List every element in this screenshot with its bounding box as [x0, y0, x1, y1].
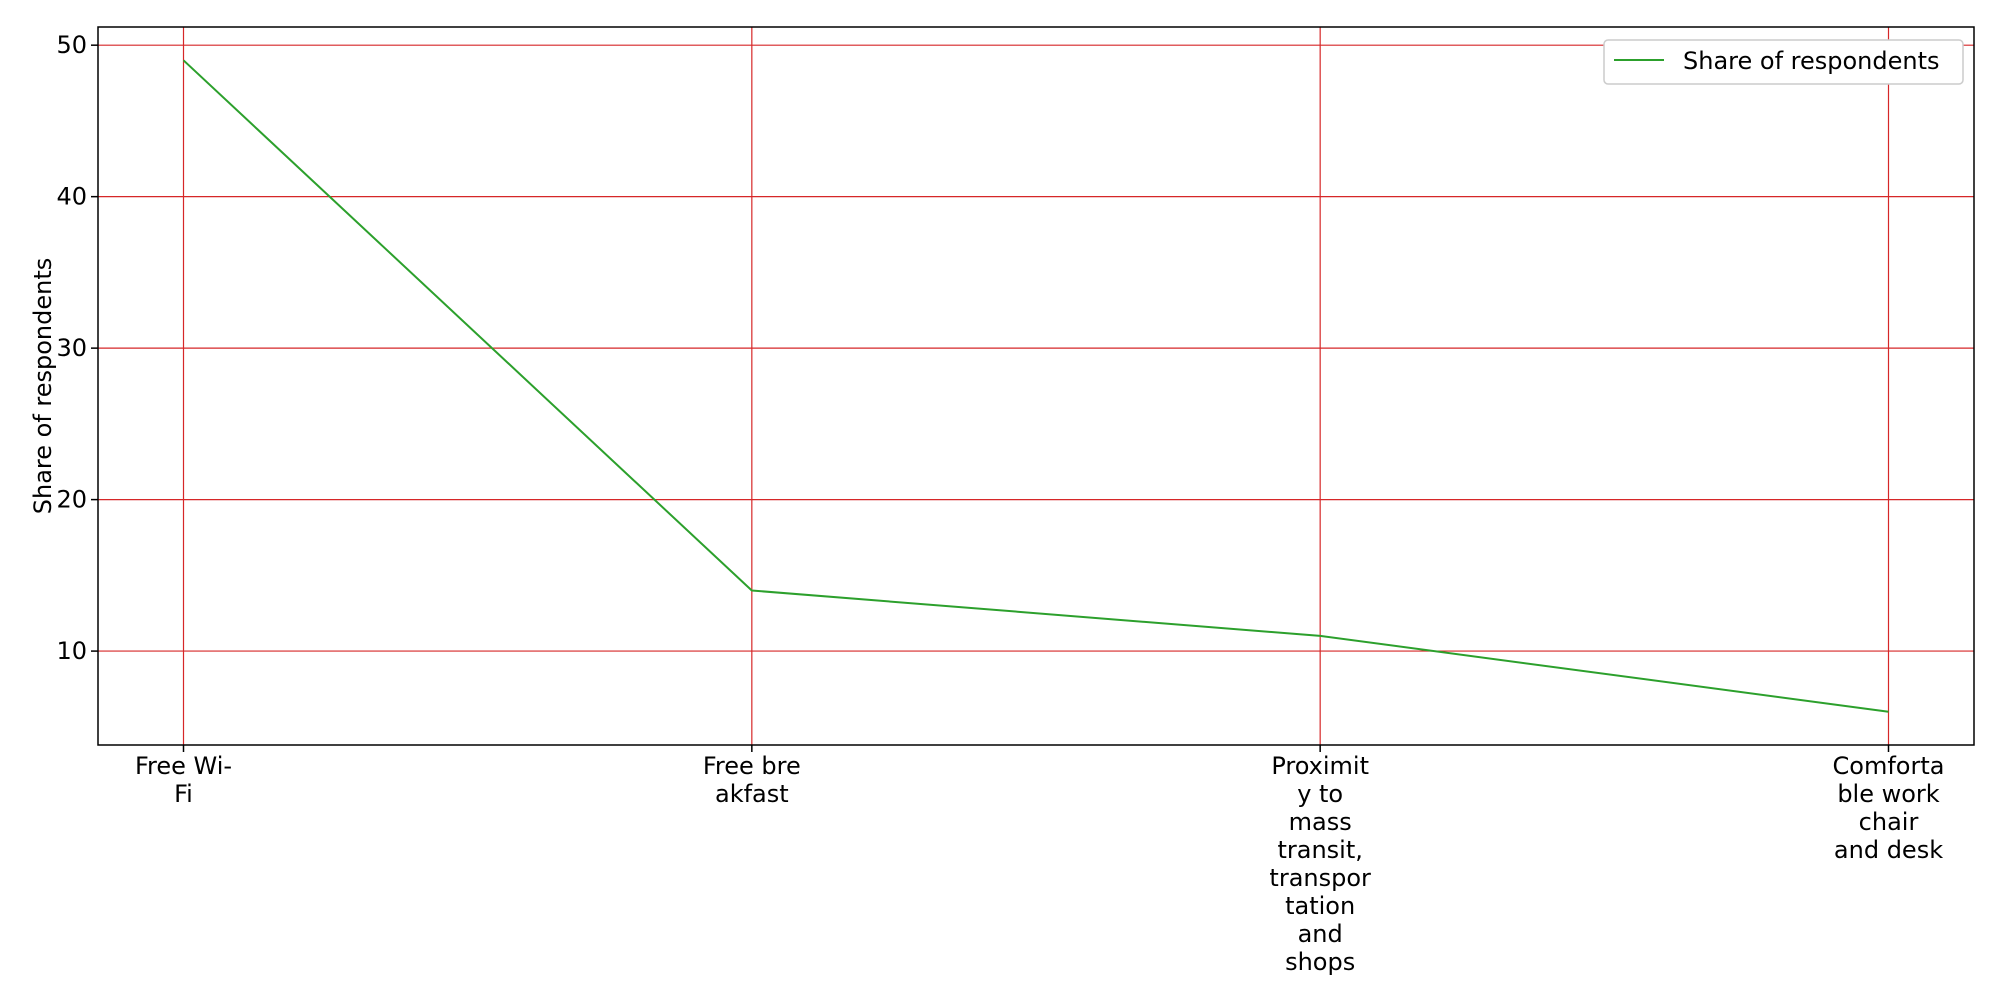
y-tick-label: 50 [56, 31, 87, 59]
y-axis-title: Share of respondents [29, 258, 57, 515]
x-tick-label: Free Wi-Fi [135, 752, 232, 808]
grid-layer [98, 27, 1974, 745]
y-tick-label: 10 [56, 637, 87, 665]
x-tick-label: Proximit y to mass transit, transpor tation an… [1269, 752, 1371, 976]
legend-entry: Share of respondents [1683, 47, 1940, 75]
x-axis-ticks: Free Wi-Fi Free bre akfast Proximit y to mass… [135, 745, 1945, 976]
y-tick-label: 40 [56, 183, 87, 211]
y-tick-label: 30 [56, 334, 87, 362]
legend: Share of respondents [1603, 39, 1964, 85]
plot-frame [97, 26, 1975, 746]
legend-box [1603, 39, 1964, 85]
x-tick-label: Free bre akfast [703, 752, 801, 808]
y-axis-ticks: 10 20 30 40 50 [56, 31, 98, 665]
x-tick-label: Comforta ble work chair and desk [1833, 752, 1945, 864]
series-line [182, 59, 1889, 713]
series-layer [182, 59, 1889, 713]
y-tick-label: 20 [56, 486, 87, 514]
